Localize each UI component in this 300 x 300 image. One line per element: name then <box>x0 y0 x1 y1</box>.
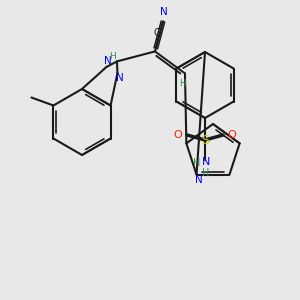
Text: N: N <box>160 8 168 17</box>
Text: O: O <box>228 130 236 140</box>
Text: N: N <box>195 175 203 185</box>
Text: H: H <box>193 158 201 168</box>
Text: O: O <box>174 130 182 140</box>
Text: N: N <box>202 157 210 167</box>
Text: N: N <box>103 56 111 66</box>
Text: H: H <box>202 168 210 178</box>
Text: S: S <box>201 134 209 146</box>
Text: C: C <box>154 28 160 38</box>
Text: H: H <box>180 79 186 88</box>
Text: H: H <box>109 52 116 62</box>
Text: N: N <box>116 73 123 83</box>
